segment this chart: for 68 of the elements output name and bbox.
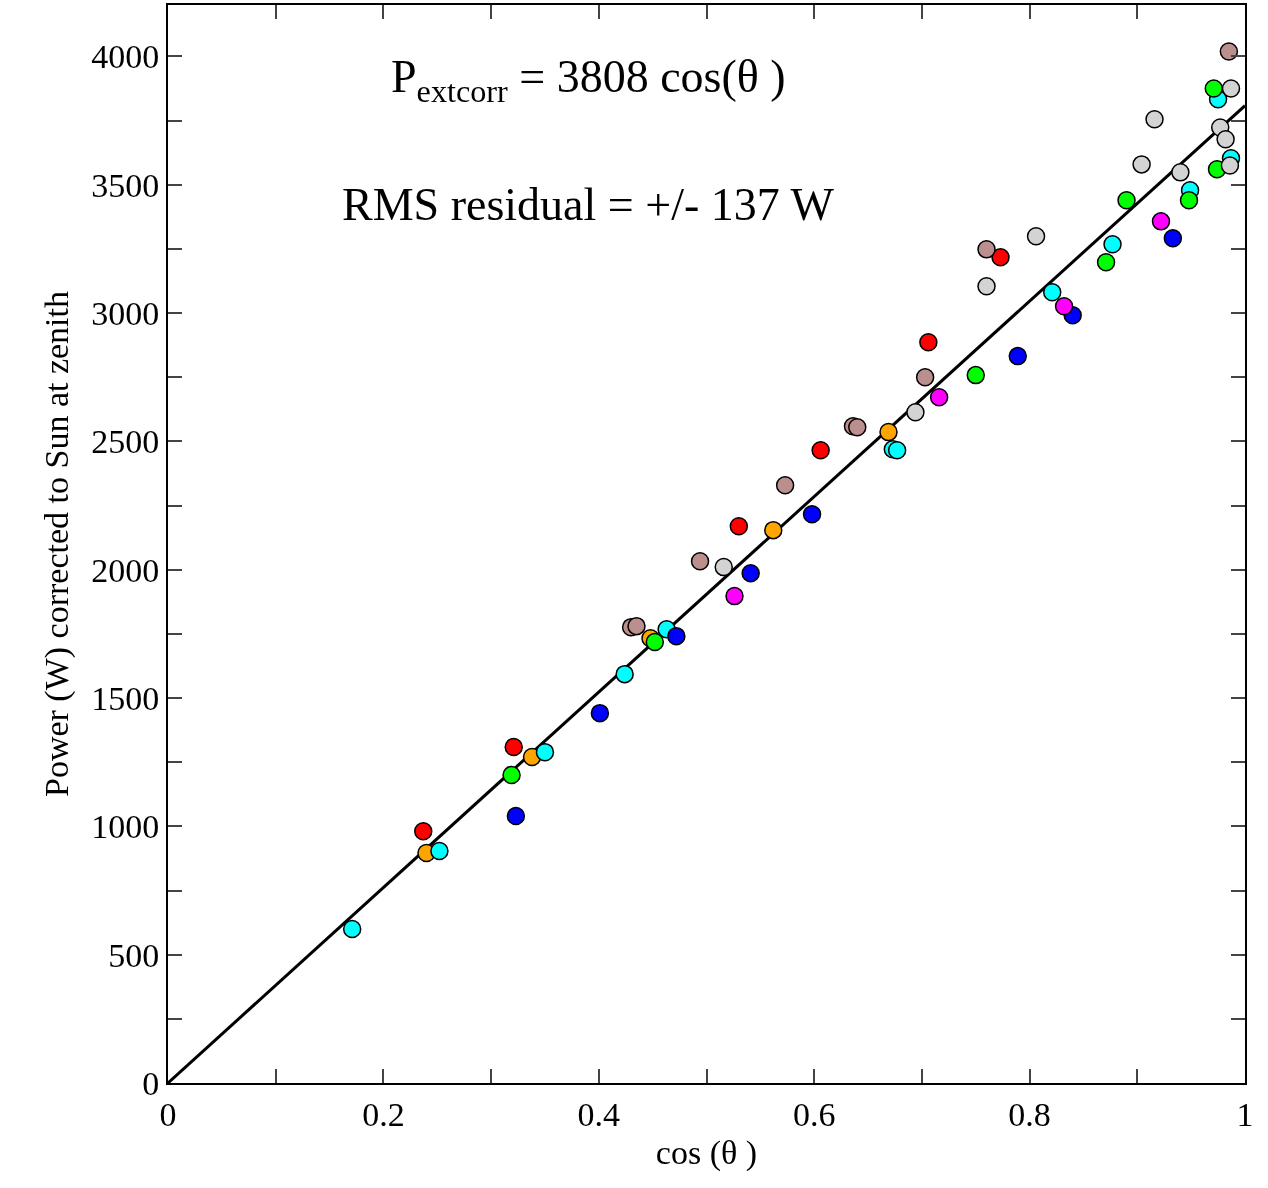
point	[811, 441, 830, 460]
point	[502, 765, 521, 785]
x-tick-label: 0.6	[792, 1095, 836, 1133]
point	[1145, 109, 1164, 129]
point	[1054, 297, 1074, 316]
x-tick-label: 0.8	[1008, 1095, 1051, 1133]
y-tick-label: 1000	[91, 808, 160, 846]
point	[729, 517, 749, 536]
point	[1026, 227, 1046, 246]
point	[919, 333, 938, 352]
y-axis-title: Power (W) corrected to Sun at zenith	[38, 290, 77, 798]
point	[1171, 163, 1190, 182]
point	[1008, 346, 1027, 366]
point	[535, 742, 555, 762]
point	[627, 616, 646, 636]
x-tick-label: 1	[1236, 1095, 1254, 1133]
y-tick-label: 4000	[91, 38, 160, 76]
point	[1221, 79, 1241, 98]
point	[991, 248, 1010, 267]
y-tick-label: 3000	[91, 294, 160, 332]
point	[764, 520, 783, 540]
point	[690, 551, 710, 571]
x-tick-label: 0.4	[577, 1095, 621, 1133]
y-tick-label: 2000	[91, 551, 160, 589]
point	[590, 703, 610, 723]
point	[1179, 191, 1199, 210]
point	[929, 387, 949, 407]
point	[1117, 191, 1136, 210]
point	[414, 821, 433, 841]
point	[915, 367, 935, 387]
point	[1219, 42, 1239, 61]
point	[1220, 156, 1240, 175]
point	[802, 504, 822, 524]
point	[887, 441, 907, 460]
annotation: P$_{extcorr}$ = 3808 cos(θ )	[391, 51, 786, 109]
point	[1151, 212, 1171, 231]
y-tick-label: 0	[142, 1064, 160, 1102]
x-axis-title: cos (θ )	[655, 1133, 758, 1172]
point	[1204, 79, 1224, 98]
y-tick-label: 500	[108, 936, 160, 974]
point	[848, 417, 867, 437]
point	[879, 422, 898, 442]
point	[667, 626, 686, 646]
point	[1103, 234, 1122, 254]
point	[977, 277, 996, 296]
point	[1096, 252, 1116, 272]
point	[906, 403, 925, 422]
point	[1132, 155, 1151, 174]
point	[775, 475, 795, 495]
point	[741, 564, 760, 583]
point	[1216, 129, 1235, 149]
point	[615, 664, 634, 684]
point	[966, 365, 985, 385]
point	[645, 632, 665, 652]
point	[342, 919, 362, 939]
point	[714, 557, 733, 577]
point	[506, 806, 526, 826]
y-tick-label: 1500	[91, 679, 160, 717]
annotation: RMS residual = +/- 137 W	[342, 179, 835, 230]
point	[1163, 229, 1183, 248]
x-tick-label: 0.2	[362, 1095, 405, 1133]
y-tick-label: 2500	[91, 423, 160, 461]
point	[504, 737, 523, 757]
y-tick-label: 3500	[91, 166, 160, 204]
point	[430, 841, 449, 861]
point	[1042, 282, 1062, 302]
point	[725, 586, 744, 606]
point	[977, 240, 996, 259]
